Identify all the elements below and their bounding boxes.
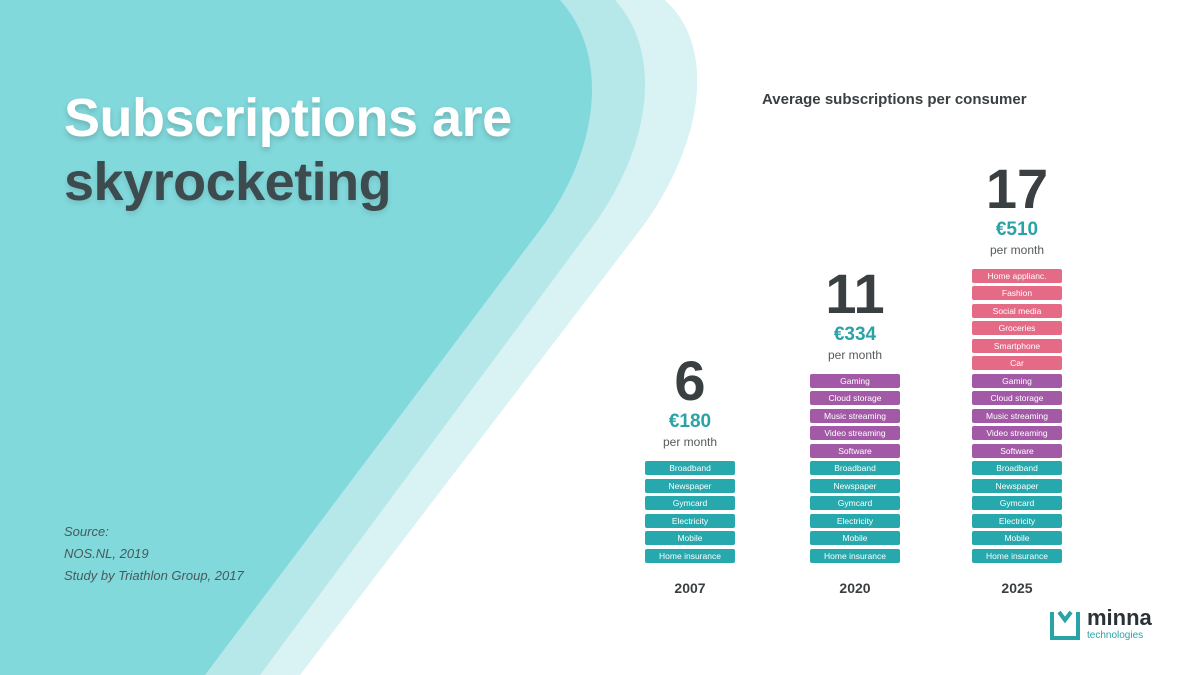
price-unit-label: per month bbox=[827, 347, 883, 362]
subscription-count-label: 11 bbox=[825, 261, 885, 325]
year-tick-label: 2020 bbox=[839, 580, 871, 596]
title-line-2: skyrocketing bbox=[64, 152, 392, 212]
bar-segment: Broadband bbox=[972, 461, 1062, 475]
price-unit-label: per month bbox=[662, 435, 718, 449]
minna-logo-icon bbox=[1050, 610, 1080, 640]
bar-stack-2025: Home applianc. Fashion Social media Groceri… bbox=[972, 268, 1062, 567]
bar-segment: Social media bbox=[972, 303, 1062, 318]
background-curve-inner bbox=[0, 0, 593, 675]
monthly-price-label: €510 bbox=[995, 218, 1039, 240]
bar-segment: Video streaming bbox=[972, 426, 1062, 440]
monthly-price-label: €334 bbox=[833, 323, 877, 345]
subscription-count-label: 6 bbox=[674, 349, 706, 412]
year-tick-label: 2025 bbox=[1001, 580, 1033, 596]
year-tick-label: 2007 bbox=[674, 580, 706, 596]
bar-segment: Gymcard bbox=[645, 496, 735, 510]
bar-segment: Electricity bbox=[645, 513, 735, 528]
source-line: NOS.NL, 2019 bbox=[64, 546, 149, 561]
bar-segment: Electricity bbox=[810, 513, 900, 528]
bar-stack-2007: Broadband Newspaper Gymcard Electricity Mobi… bbox=[645, 461, 735, 566]
source-note: Source: NOS.NL, 2019 Study by Triathlon … bbox=[64, 521, 244, 587]
title-line-1: Subscriptions are bbox=[64, 88, 512, 148]
logo-subtitle: technologies bbox=[1087, 630, 1144, 641]
bar-segment: Gymcard bbox=[810, 496, 900, 510]
bar-segment: Cloud storage bbox=[972, 391, 1062, 405]
bar-segment: Gaming bbox=[972, 373, 1062, 388]
bar-segment: Newspaper bbox=[645, 478, 735, 493]
bar-segment: Cloud storage bbox=[810, 391, 900, 405]
bar-segment: Gaming bbox=[810, 373, 900, 388]
bar-segment: Groceries bbox=[972, 321, 1062, 335]
bar-segment: Home insurance bbox=[972, 548, 1062, 563]
bar-segment: Home applianc. bbox=[972, 268, 1062, 283]
slide-title: Subscriptions are skyrocketing bbox=[64, 86, 512, 214]
bar-segment: Electricity bbox=[972, 513, 1062, 528]
bar-segment: Home insurance bbox=[645, 548, 735, 563]
bar-header-2025: 17 €510 per month bbox=[972, 156, 1062, 257]
source-line: Study by Triathlon Group, 2017 bbox=[64, 568, 244, 583]
logo-name: minna bbox=[1087, 605, 1152, 630]
bar-stack-2020: Gaming Cloud storage Music streaming Video … bbox=[810, 373, 900, 567]
chart-title: Average subscriptions per consumer bbox=[762, 91, 1027, 108]
monthly-price-label: €180 bbox=[668, 411, 712, 432]
source-label: Source: bbox=[64, 524, 109, 539]
bar-header-2007: 6 €180 per month bbox=[645, 349, 735, 450]
bar-segment: Newspaper bbox=[810, 478, 900, 493]
bar-segment: Mobile bbox=[645, 531, 735, 545]
subscription-count-label: 17 bbox=[985, 156, 1049, 220]
bar-segment: Mobile bbox=[810, 531, 900, 545]
bar-segment: Newspaper bbox=[972, 478, 1062, 493]
price-unit-label: per month bbox=[989, 242, 1045, 257]
bar-segment: Music streaming bbox=[810, 408, 900, 423]
bar-header-2020: 11 €334 per month bbox=[810, 261, 900, 362]
bar-segment: Broadband bbox=[645, 461, 735, 475]
bar-segment: Smartphone bbox=[972, 338, 1062, 353]
bar-segment: Software bbox=[972, 443, 1062, 458]
bar-segment: Broadband bbox=[810, 461, 900, 475]
bar-segment: Fashion bbox=[972, 286, 1062, 300]
minna-logo: minna technologies bbox=[1049, 606, 1169, 646]
bar-segment: Mobile bbox=[972, 531, 1062, 545]
bar-segment: Video streaming bbox=[810, 426, 900, 440]
bar-segment: Gymcard bbox=[972, 496, 1062, 510]
bar-segment: Music streaming bbox=[972, 408, 1062, 423]
bar-segment: Car bbox=[972, 356, 1062, 370]
bar-segment: Home insurance bbox=[810, 548, 900, 563]
bar-segment: Software bbox=[810, 443, 900, 458]
